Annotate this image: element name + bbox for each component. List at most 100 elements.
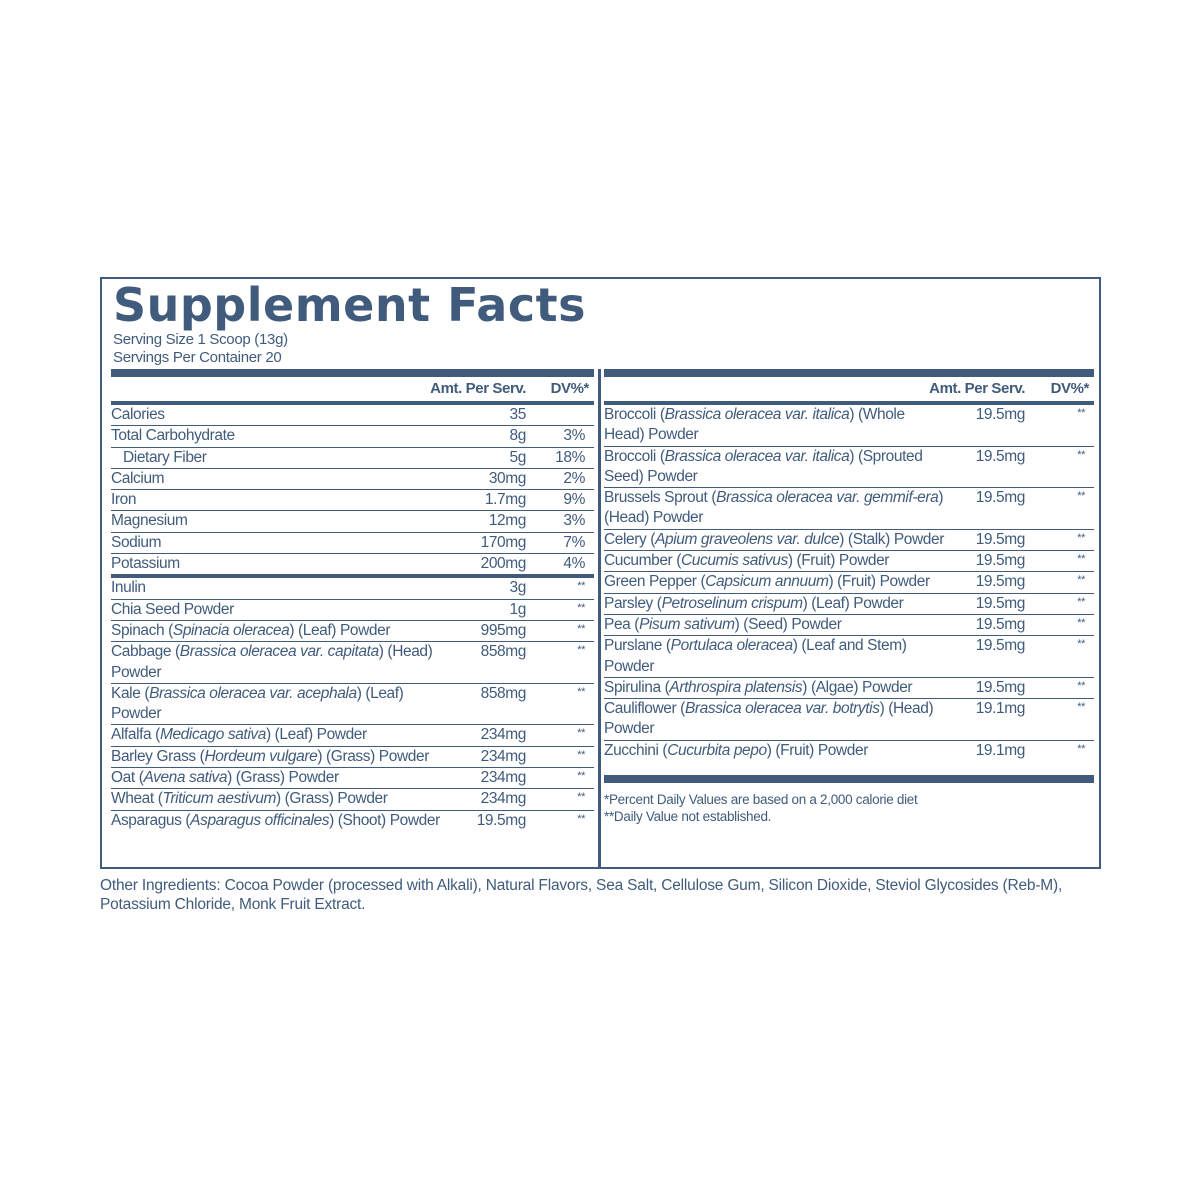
amount-per-serving: 19.5mg <box>945 614 1025 637</box>
amount-per-serving: 19.5mg <box>945 446 1025 489</box>
amount-per-serving: 170mg <box>446 532 526 555</box>
daily-value: 9% <box>526 489 594 512</box>
supplement-facts-panel: Supplement Facts Serving Size 1 Scoop (1… <box>100 277 1101 869</box>
latin-name: Cucumis sativus <box>680 552 788 570</box>
amount-per-serving: 234mg <box>446 724 526 747</box>
table-row: Zucchini (Cucurbita pepo) (Fruit) Powder… <box>604 740 1094 761</box>
latin-name: Hordeum vulgare <box>204 747 318 765</box>
daily-value: ** <box>526 788 594 811</box>
name-text: ) (Leaf) Powder <box>802 594 904 612</box>
header-divider <box>111 401 594 405</box>
amount-per-serving: 995mg <box>446 620 526 643</box>
daily-value: 3% <box>526 425 594 448</box>
table-row: Wheat (Triticum aestivum) (Grass) Powder… <box>111 788 594 811</box>
ingredient-name: Broccoli (Brassica oleracea var. italica… <box>604 405 945 447</box>
table-row: Calcium 30mg 2% <box>111 468 594 491</box>
thick-divider <box>604 369 1094 377</box>
table-row: Dietary Fiber 5g 18% <box>111 447 594 469</box>
amount-per-serving: 12mg <box>446 510 526 533</box>
amount-per-serving: 8g <box>446 425 526 448</box>
ingredient-name: Alfalfa (Medicago sativa) (Leaf) Powder <box>111 724 446 747</box>
footnote-not-established: **Daily Value not established. <box>604 809 772 825</box>
name-text: ) (Whole Head) Powder <box>604 406 905 444</box>
daily-value: ** <box>526 620 594 643</box>
name-text: ) (Grass) Powder <box>275 790 388 808</box>
table-row: Sodium 170mg 7% <box>111 532 594 555</box>
name-text: Alfalfa ( <box>111 726 160 744</box>
ingredient-name: Oat (Avena sativa) (Grass) Powder <box>111 767 446 790</box>
latin-name: Avena sativa <box>143 769 228 787</box>
name-text: Wheat ( <box>111 790 163 808</box>
name-text: ) (Sprouted Seed) Powder <box>604 447 923 485</box>
table-row: Purslane (Portulaca oleracea) (Leaf and … <box>604 635 1094 678</box>
daily-value: ** <box>1025 635 1094 678</box>
latin-name: Asparagus officinales <box>190 811 330 829</box>
name-text: Chia Seed Powder <box>111 600 234 618</box>
name-text: Magnesium <box>111 512 188 530</box>
other-ingredients: Other Ingredients: Cocoa Powder (process… <box>100 877 1063 913</box>
ingredient-name: Asparagus (Asparagus officinales) (Shoot… <box>111 810 446 831</box>
latin-name: Brassica oleracea var. italica <box>664 447 850 465</box>
amount-per-serving: 19.5mg <box>945 571 1025 594</box>
nutrient-table-left: Amt. Per Serv. DV%* <box>111 377 594 401</box>
ingredient-name: Spirulina (Arthrospira platensis) (Algae… <box>604 677 945 700</box>
daily-value: ** <box>1025 405 1094 447</box>
table-row: Potassium 200mg 4% <box>111 553 594 579</box>
ingredient-name: Green Pepper (Capsicum annuum) (Fruit) P… <box>604 571 945 594</box>
daily-value: ** <box>1025 698 1094 741</box>
ingredient-name: Celery (Apium graveolens var. dulce) (St… <box>604 529 945 552</box>
daily-value: ** <box>1025 593 1094 615</box>
name-text: Potassium <box>111 555 180 573</box>
amount-per-serving: 35 <box>446 405 526 427</box>
latin-name: Triticum aestivum <box>162 790 276 808</box>
nutrient-rows-right: Broccoli ( Brassica oleracea var. italica… <box>604 405 1094 761</box>
amount-per-serving: 5g <box>446 447 526 469</box>
ingredient-name: Dietary Fiber <box>111 447 446 469</box>
table-row: Cabbage (Brassica oleracea var. capitata… <box>111 641 594 684</box>
table-row: Inulin 3g ** <box>111 576 594 600</box>
name-text: ) (Leaf) Powder <box>265 726 367 744</box>
amount-per-serving: 19.1mg <box>945 698 1025 741</box>
amount-per-serving: 19.5mg <box>945 550 1025 573</box>
daily-value: ** <box>526 724 594 747</box>
nutrient-table-right: Amt. Per Serv. DV%* <box>604 377 1094 401</box>
name-text: ) (Fruit) Powder <box>828 573 930 591</box>
ingredient-name: Cabbage (Brassica oleracea var. capitata… <box>111 641 446 684</box>
ingredient-name: Parsley (Petroselinum crispum) (Leaf) Po… <box>604 593 945 615</box>
table-header: Amt. Per Serv. DV%* <box>111 377 594 401</box>
name-text: ) (Stalk) Powder <box>839 530 944 548</box>
name-text: ) (Fruit) Powder <box>787 552 890 570</box>
latin-name: Brassica oleracea var. capitata <box>179 643 379 661</box>
table-row: Spinach (Spinacia oleracea) (Leaf) Powde… <box>111 620 594 643</box>
name-text: Barley Grass ( <box>111 747 205 765</box>
table-row: Broccoli (Brassica oleracea var. italica… <box>604 446 1094 489</box>
name-text: Total Carbohydrate <box>111 427 235 445</box>
daily-value: ** <box>1025 677 1094 700</box>
name-text: Broccoli ( <box>604 406 665 423</box>
dv-header: DV%* <box>1050 380 1090 397</box>
amount-per-serving: 858mg <box>446 683 526 726</box>
daily-value: ** <box>526 576 594 600</box>
name-text: Iron <box>111 491 137 509</box>
ingredient-name: Brussels Sprout (Brassica oleracea var. … <box>604 487 945 530</box>
thick-divider <box>111 369 594 377</box>
table-row: Pea (Pisum sativum) (Seed) Powder 19.5mg *… <box>604 614 1094 637</box>
ingredient-name: Cauliflower (Brassica oleracea var. botr… <box>604 698 945 741</box>
table-row: Total Carbohydrate 8g 3% <box>111 425 594 448</box>
table-header: Amt. Per Serv. DV%* <box>604 377 1094 401</box>
table-row: Spirulina (Arthrospira platensis) (Algae… <box>604 677 1094 700</box>
amount-per-serving: 30mg <box>446 468 526 491</box>
daily-value: 7% <box>526 532 594 555</box>
name-text: Cabbage ( <box>111 643 180 661</box>
right-column: Amt. Per Serv. DV%* Broccoli ( Brassica o… <box>604 369 1094 825</box>
daily-value: ** <box>1025 550 1094 573</box>
name-text: Calcium <box>111 469 165 487</box>
ingredient-name: Barley Grass (Hordeum vulgare) (Grass) P… <box>111 746 446 769</box>
name-text: Parsley ( <box>604 594 662 612</box>
servings-per-container: Servings Per Container 20 <box>113 349 282 366</box>
amount-per-serving: 200mg <box>446 553 526 579</box>
footnotes: *Percent Daily Values are based on a 2,0… <box>604 791 1094 825</box>
table-row: Alfalfa (Medicago sativa) (Leaf) Powder 2… <box>111 724 594 747</box>
ingredient-name: Potassium <box>111 553 446 579</box>
daily-value: 4% <box>526 553 594 579</box>
